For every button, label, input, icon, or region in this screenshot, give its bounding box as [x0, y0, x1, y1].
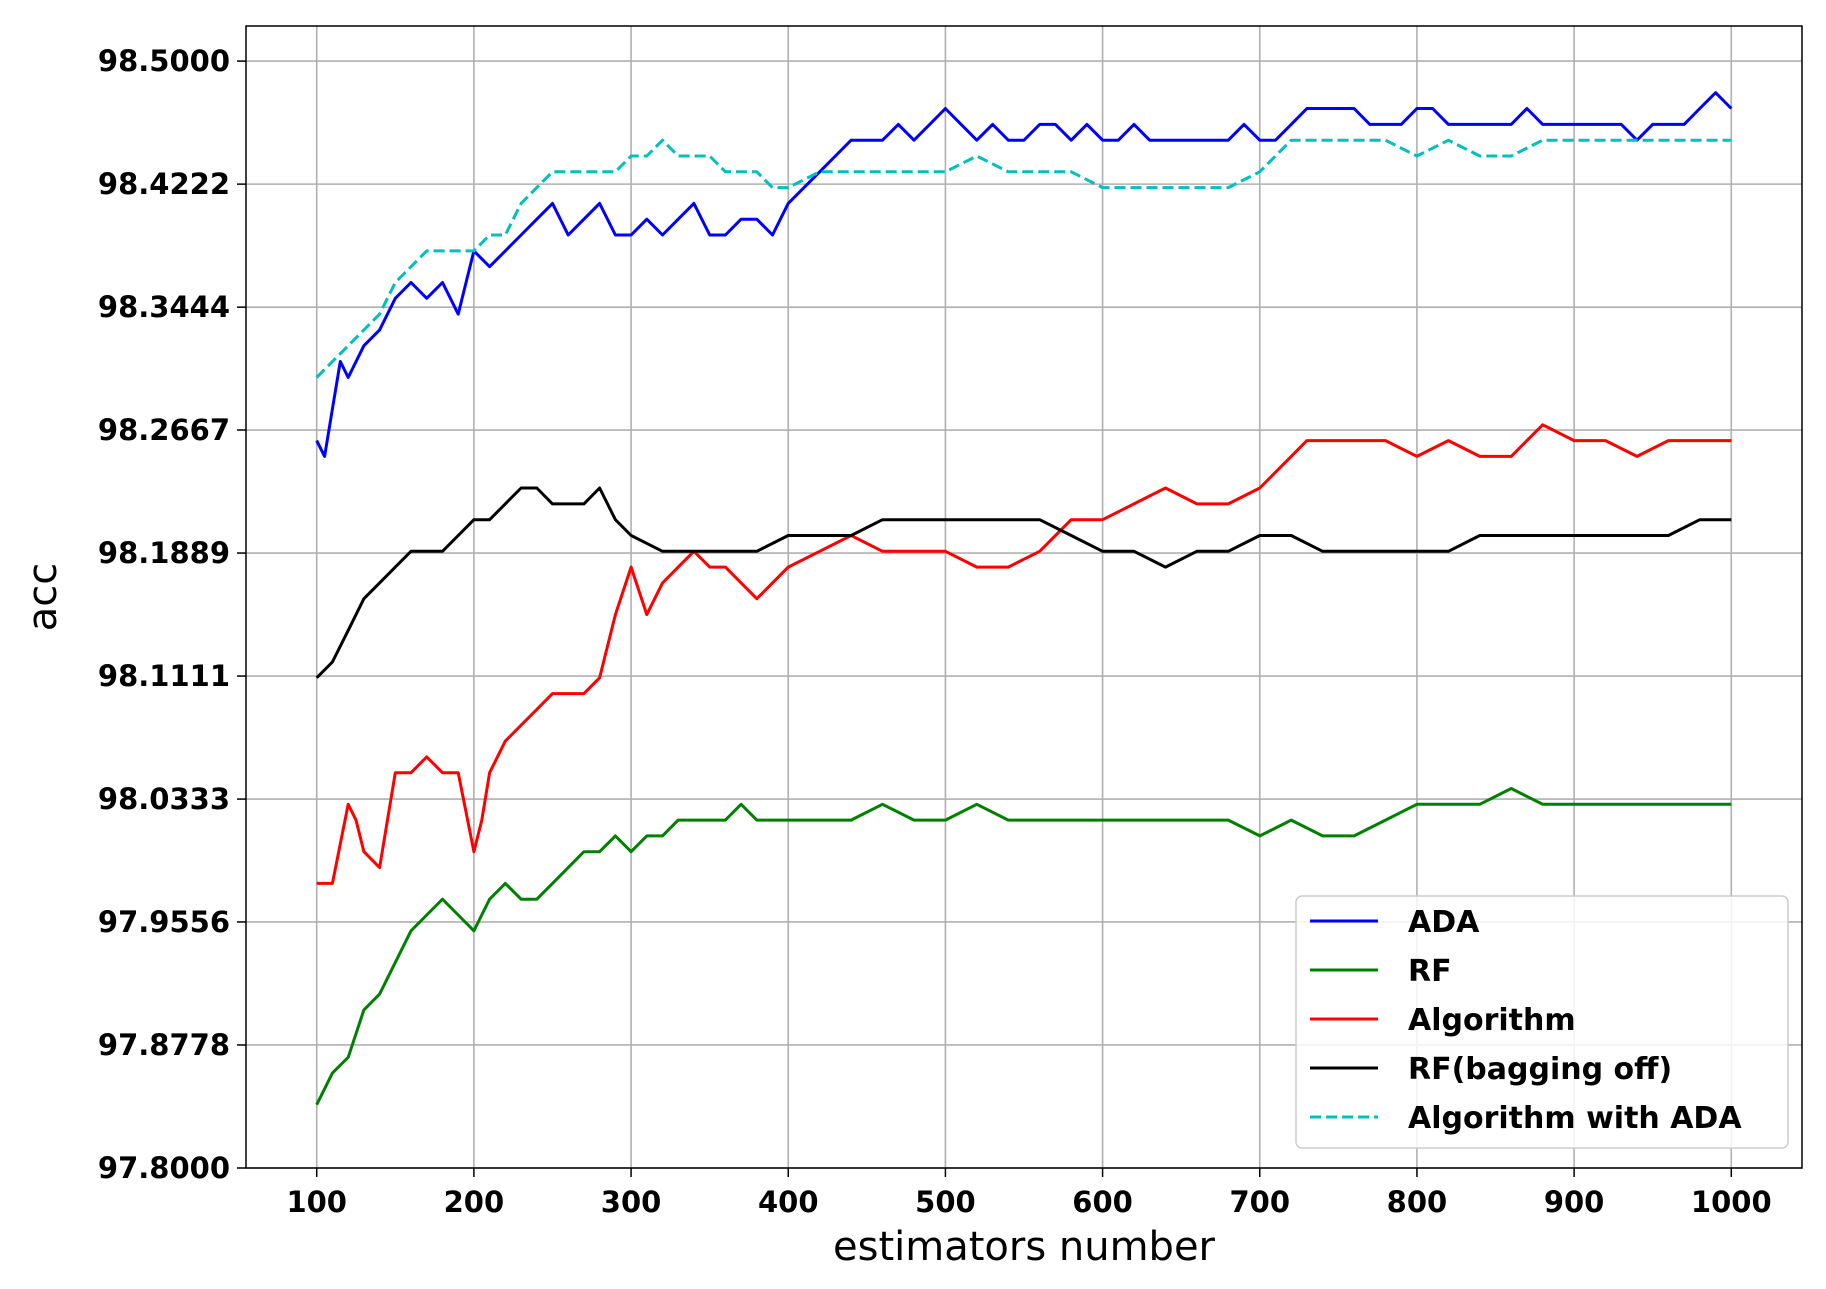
y-tick-label: 98.1111	[98, 659, 230, 693]
x-tick-label: 300	[601, 1185, 662, 1219]
series-line	[315, 787, 1732, 1106]
series-lines	[315, 91, 1733, 1106]
y-axis-ticks: 97.8000 97.8778 97.9556 98.0333 98.1111 98.18…	[98, 44, 246, 1185]
legend-label: ADA	[1408, 905, 1480, 940]
y-tick-label: 98.1889	[98, 536, 230, 570]
x-tick-label: 900	[1544, 1185, 1605, 1219]
y-tick-label: 97.8000	[98, 1151, 230, 1185]
series-line	[315, 138, 1732, 379]
series-line	[315, 91, 1733, 458]
x-tick-label: 100	[286, 1185, 347, 1219]
x-tick-label: 800	[1387, 1185, 1448, 1219]
x-tick-label: 700	[1229, 1185, 1290, 1219]
x-tick-label: 400	[758, 1185, 819, 1219]
y-tick-label: 98.3444	[98, 290, 230, 324]
y-axis-label: acc	[20, 563, 66, 632]
y-tick-label: 97.8778	[98, 1028, 230, 1062]
legend: ADA RF Algorithm RF(bagging off) Algorithm w…	[1295, 895, 1789, 1149]
x-tick-label: 1000	[1691, 1185, 1772, 1219]
legend-box	[1295, 895, 1789, 1149]
y-tick-label: 98.5000	[98, 44, 230, 78]
legend-label: RF	[1408, 954, 1452, 989]
legend-label: RF(bagging off)	[1408, 1052, 1672, 1087]
series-line	[316, 423, 1732, 885]
legend-label: Algorithm	[1408, 1003, 1576, 1038]
x-tick-label: 600	[1072, 1185, 1133, 1219]
x-tick-label: 500	[915, 1185, 976, 1219]
y-tick-label: 98.2667	[98, 413, 230, 447]
x-tick-label: 200	[444, 1185, 505, 1219]
x-axis-ticks: 100 200 300 400 500 600 700 800 900 1000	[286, 1168, 1772, 1219]
legend-label: Algorithm with ADA	[1408, 1101, 1742, 1136]
y-tick-label: 98.4222	[98, 167, 230, 201]
y-tick-label: 98.0333	[98, 782, 230, 816]
y-tick-label: 97.9556	[98, 905, 230, 939]
x-axis-label: estimators number	[833, 1224, 1216, 1270]
plot-frame	[245, 25, 1803, 1169]
series-line	[315, 486, 1732, 679]
